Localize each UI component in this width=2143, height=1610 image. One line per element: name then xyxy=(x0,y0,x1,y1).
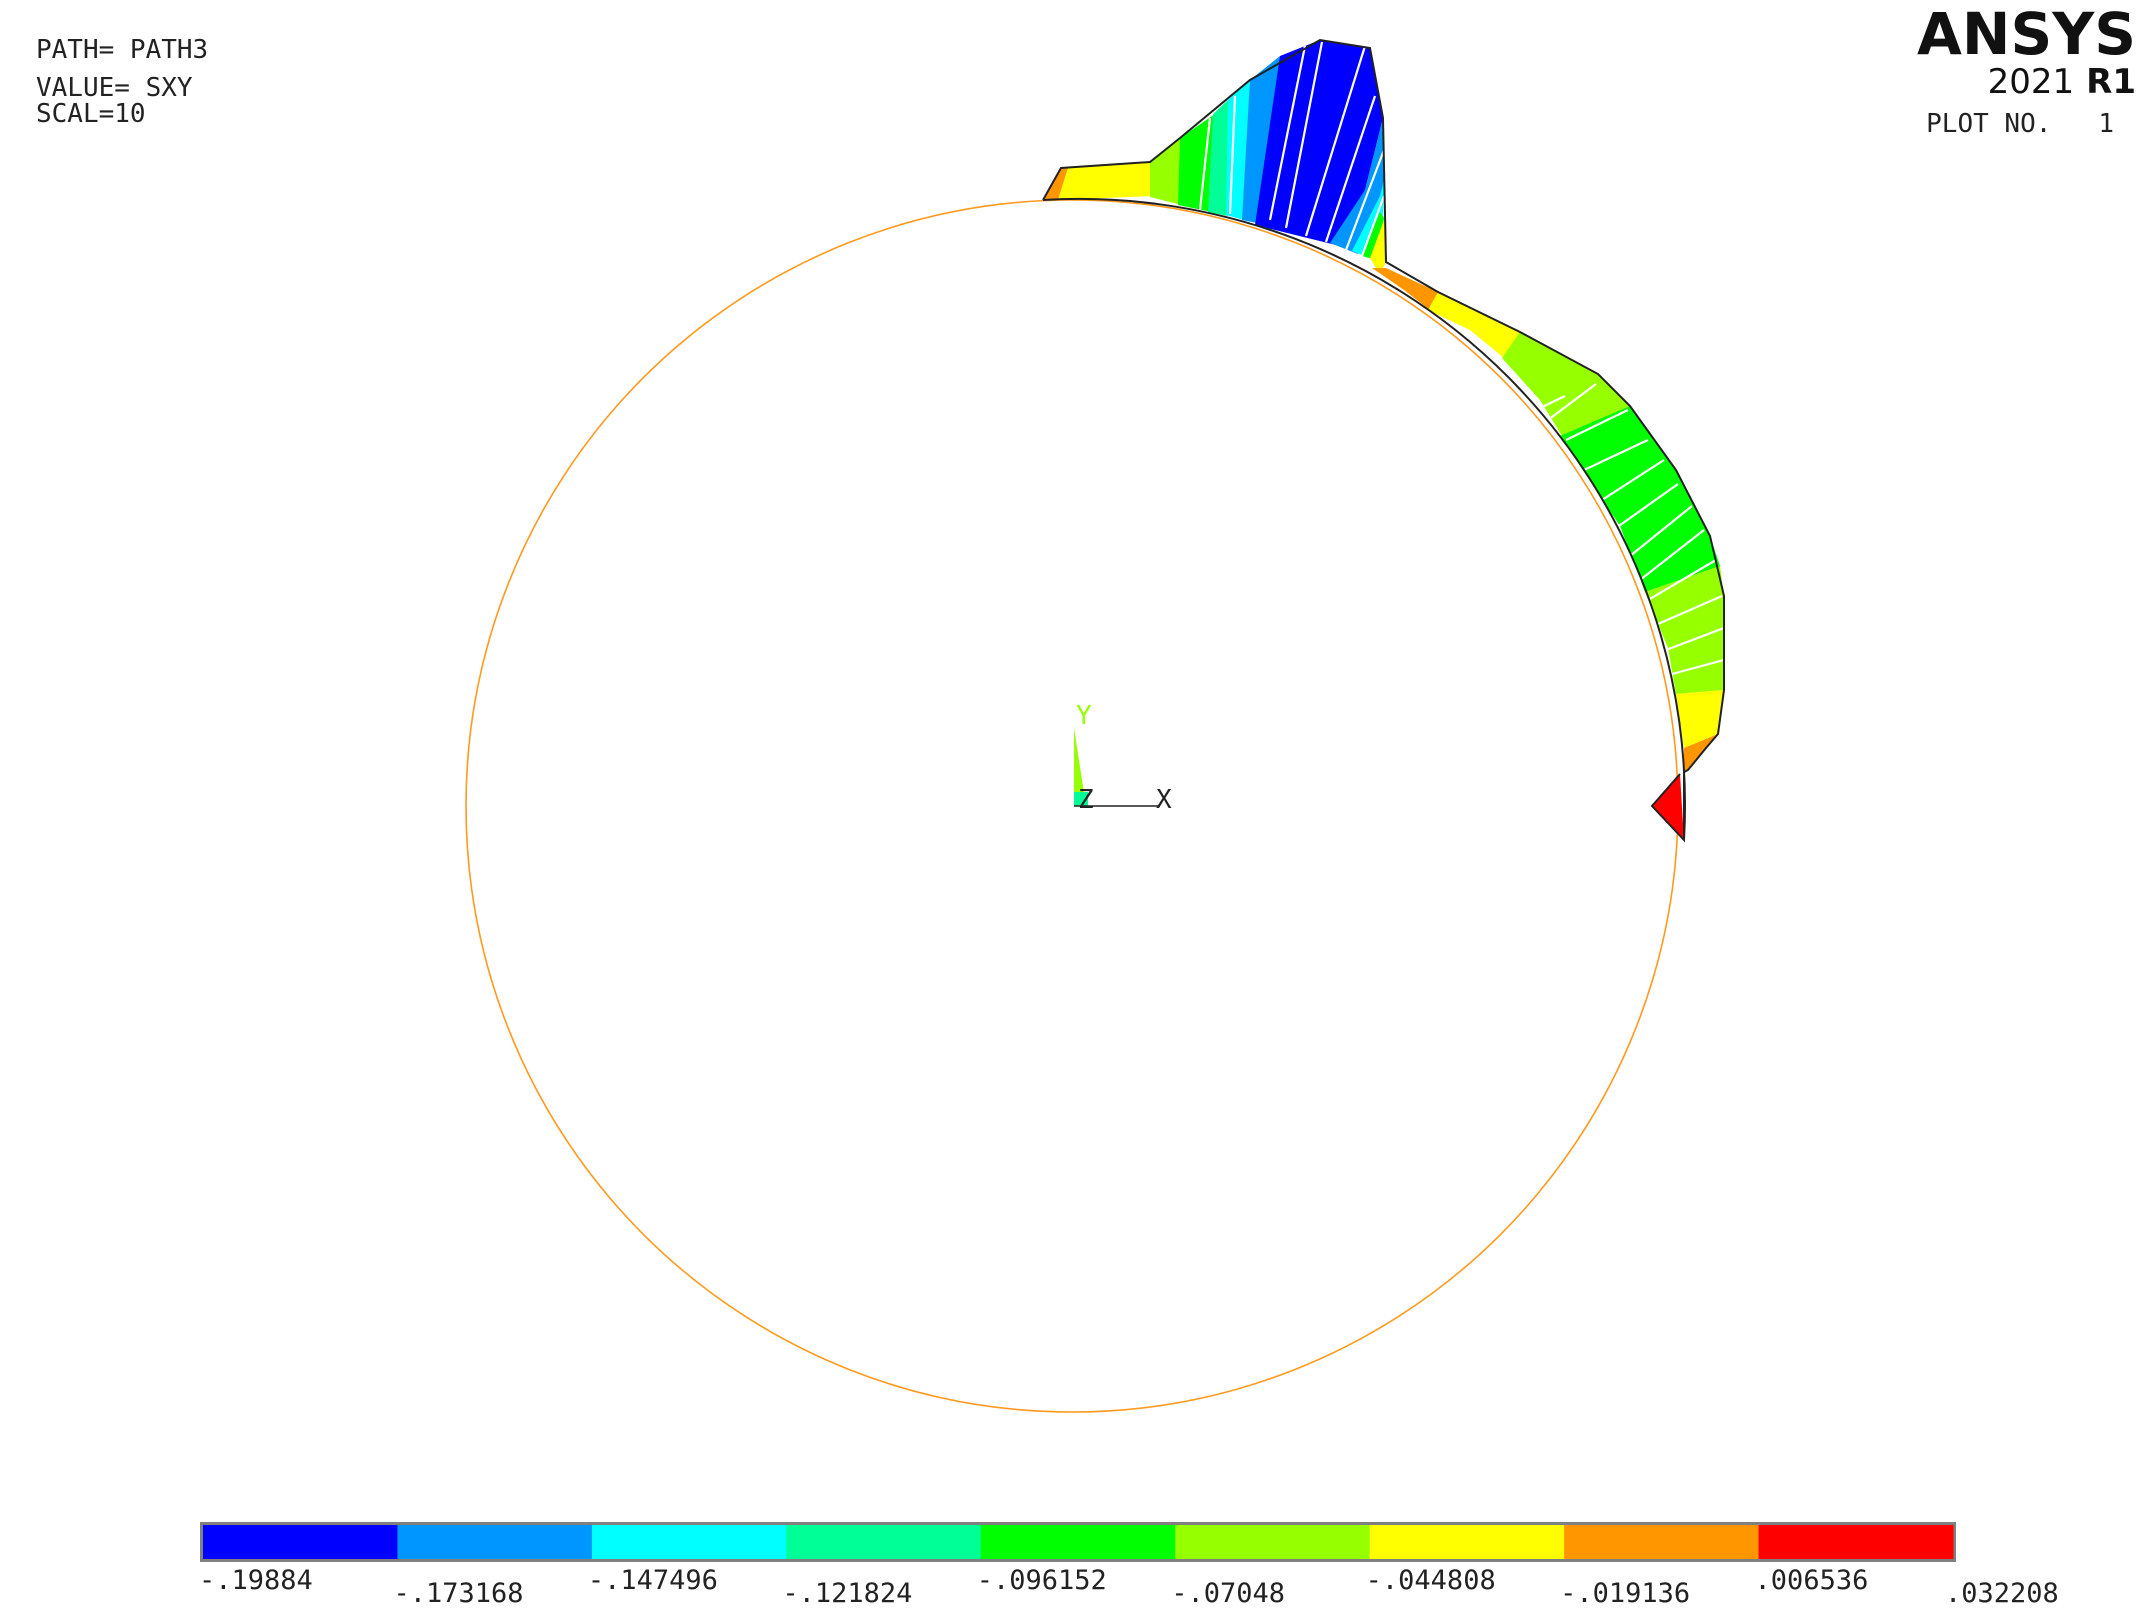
value-label: VALUE= SXY xyxy=(36,73,193,103)
legend-tick-label: -.147496 xyxy=(588,1565,718,1596)
distribution-outline xyxy=(1042,38,1725,843)
ansys-version: 2021 R1 xyxy=(1988,62,2136,102)
coordinate-triad: Y Z X xyxy=(1074,701,1172,815)
path-circle xyxy=(465,199,1679,1413)
band-greencyan-top xyxy=(1208,100,1228,216)
legend-tick-label: -.07048 xyxy=(1171,1578,1285,1609)
legend-labels: -.19884 -.173168 -.147496 -.121824 -.096152 -… xyxy=(199,1565,2059,1609)
legend-tick-label: .006536 xyxy=(1755,1565,1869,1596)
legend-tick-label: .032208 xyxy=(1945,1578,2059,1609)
triad-y-arrow xyxy=(1074,728,1086,806)
legend-swatch xyxy=(1564,1525,1760,1559)
triad-z-label: Z xyxy=(1078,785,1094,815)
legend-swatch xyxy=(980,1525,1176,1559)
band-yellowgreen-mid xyxy=(1502,332,1630,436)
legend-swatch xyxy=(1175,1525,1371,1559)
band-orange-mid xyxy=(1372,268,1438,310)
scale-label: SCAL=10 xyxy=(36,99,146,129)
release-tag: R1 xyxy=(2086,62,2136,102)
band-yellow-low xyxy=(1676,690,1724,748)
band-yellow-mid xyxy=(1428,292,1520,358)
legend-swatch xyxy=(203,1525,398,1559)
legend-tick-label: -.019136 xyxy=(1560,1578,1690,1609)
band-lightblue-top xyxy=(1242,56,1280,224)
legend-swatch xyxy=(786,1525,982,1559)
legend-swatch xyxy=(1758,1525,1954,1559)
stress-distribution xyxy=(1042,38,1725,843)
legend-swatch xyxy=(1369,1525,1565,1559)
path-arc xyxy=(1042,197,1686,841)
legend-tick-label: -.044808 xyxy=(1366,1565,1496,1596)
legend-swatch xyxy=(591,1525,787,1559)
band-orange-left xyxy=(1043,168,1068,200)
legend-tick-label: -.173168 xyxy=(393,1578,523,1609)
path-label: PATH= PATH3 xyxy=(36,35,208,65)
legend-swatch xyxy=(397,1525,593,1559)
ansys-logo: ANSYS xyxy=(1917,0,2136,68)
triad-x-label: X xyxy=(1156,785,1172,815)
color-legend: -.19884 -.173168 -.147496 -.121824 -.096152 -… xyxy=(199,1522,2059,1609)
band-yellow-right xyxy=(1370,220,1386,270)
legend-tick-label: -.19884 xyxy=(199,1565,313,1596)
band-red-wedge xyxy=(1652,774,1684,840)
band-yellow-top xyxy=(1058,162,1152,200)
legend-tick-label: -.096152 xyxy=(977,1565,1107,1596)
triad-y-label: Y xyxy=(1076,701,1092,731)
legend-tick-label: -.121824 xyxy=(782,1578,912,1609)
segment-lines xyxy=(1198,41,1725,676)
plot-number: PLOT NO. 1 xyxy=(1926,109,2114,139)
legend-swatches xyxy=(203,1525,1954,1559)
band-yellowgreen-low xyxy=(1645,566,1724,694)
triad-z-marker xyxy=(1074,792,1088,806)
band-green-mid xyxy=(1560,406,1720,592)
band-green-top xyxy=(1178,114,1215,212)
version-number: 2021 xyxy=(1988,62,2075,102)
